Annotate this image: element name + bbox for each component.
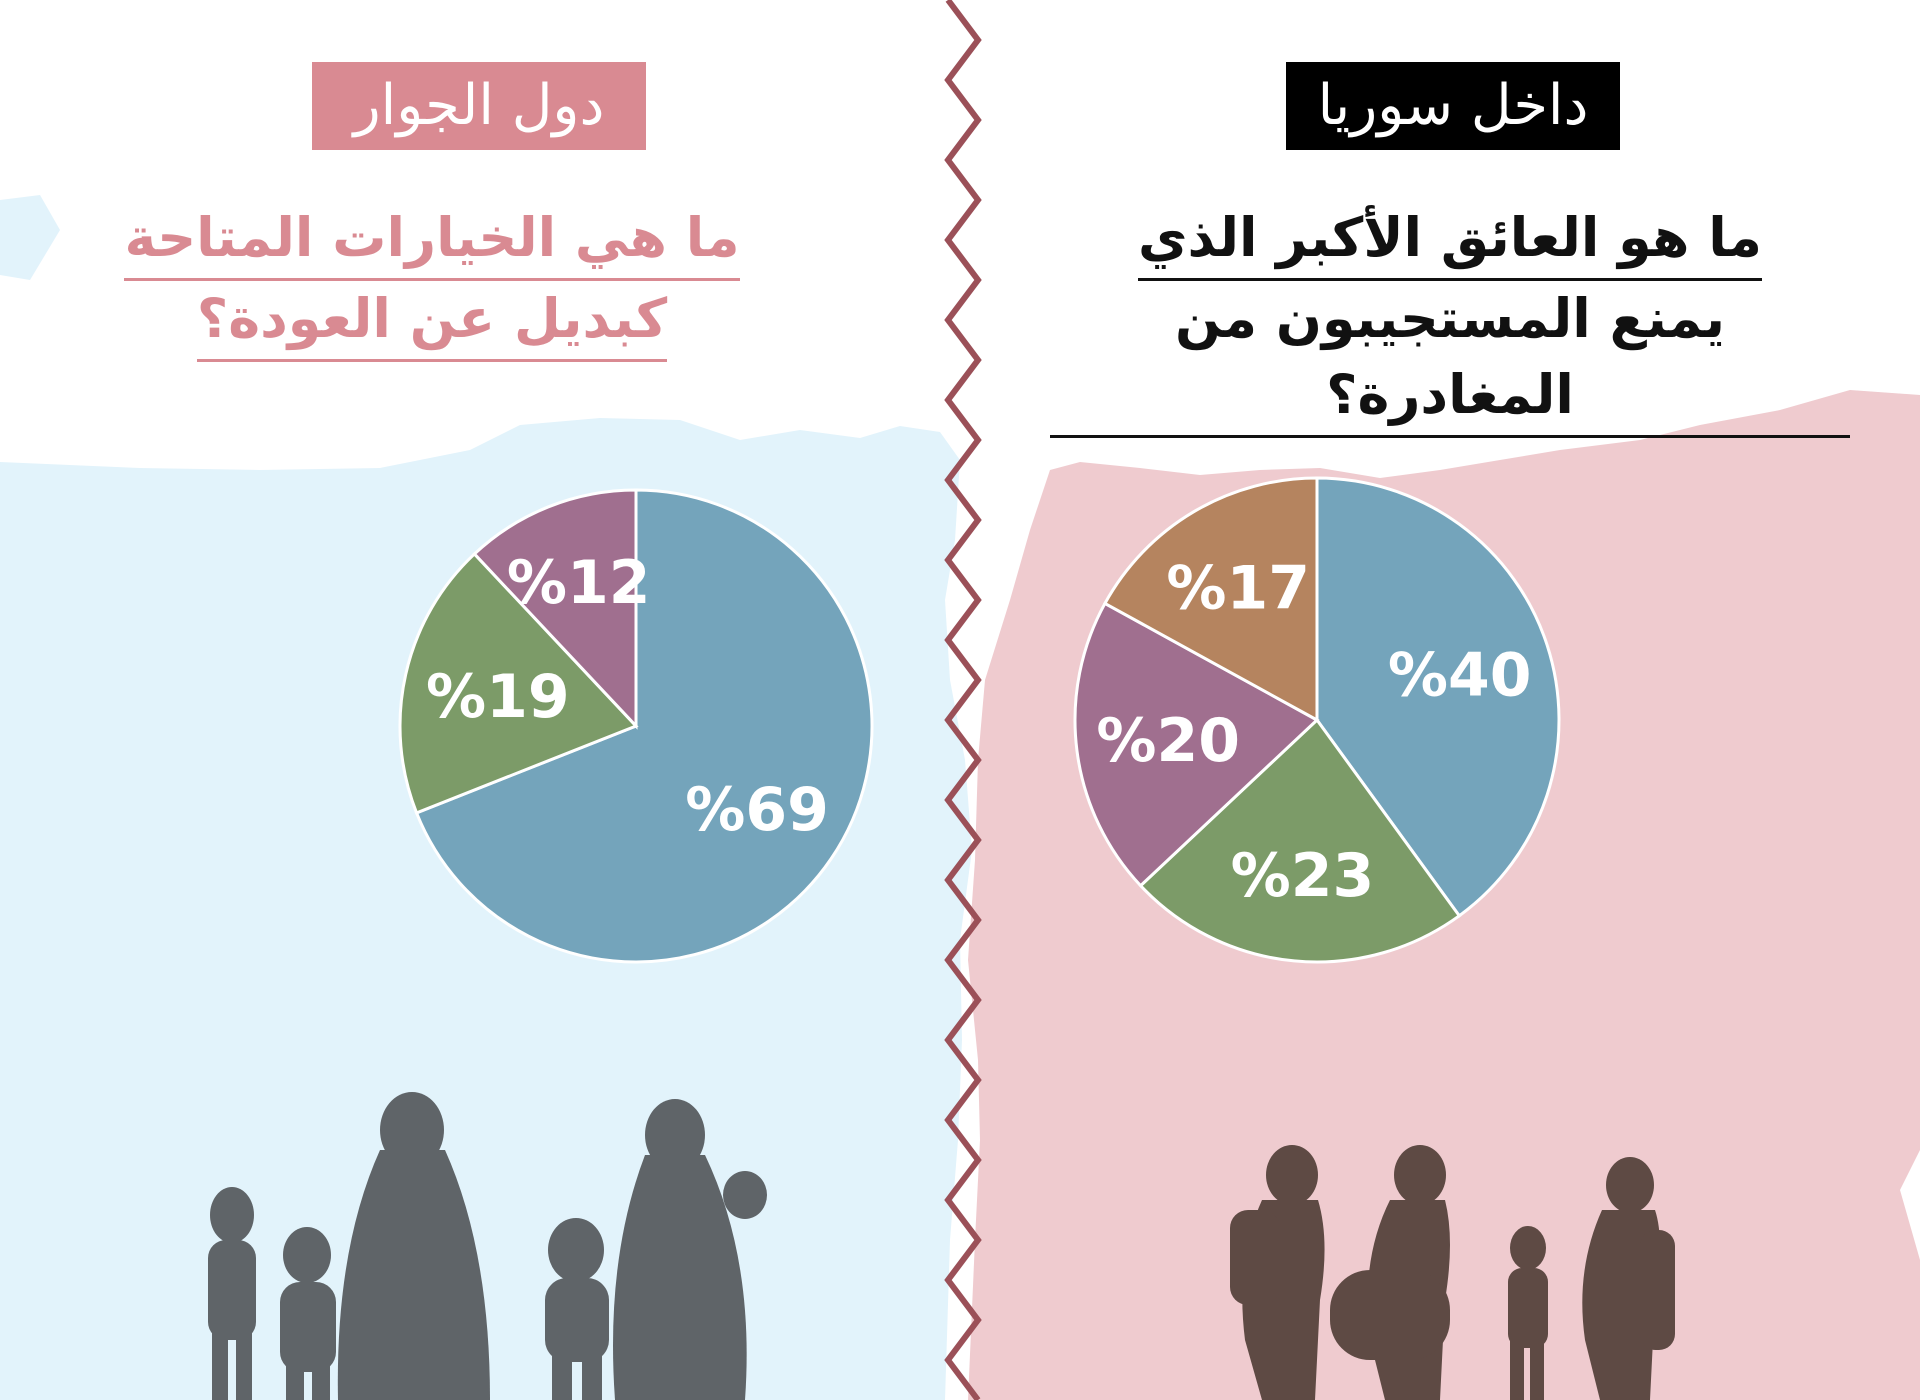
pie1-label-3: %12: [507, 548, 651, 618]
pie2-label-3: %20: [1096, 706, 1240, 776]
pie2-label-4: %17: [1166, 554, 1310, 624]
pie1-slice-3: [472, 488, 638, 730]
pie2-slice-2: [1138, 717, 1462, 964]
pie1-label-1: %69: [685, 775, 829, 845]
left-question-line1: ما هي الخيارات المتاحة: [124, 200, 740, 281]
zigzag-divider: [944, 0, 982, 1400]
pie2-label-1: %40: [1388, 641, 1532, 711]
pie1-slice-1: [414, 488, 874, 964]
pie2-slice-4: [1102, 476, 1319, 723]
right-question-line2: يمنع المستجيبون من المغادرة؟: [1050, 281, 1850, 438]
map-fragment: [0, 195, 60, 280]
right-question: ما هو العائق الأكبر الذي يمنع المستجيبون…: [1050, 200, 1850, 438]
pie2-slice-1: [1315, 476, 1561, 918]
pie2-label-2: %23: [1231, 841, 1375, 911]
pie2-slice-3: [1073, 601, 1320, 888]
left-question: ما هي الخيارات المتاحة كبديل عن العودة؟: [122, 200, 742, 362]
refugee-men-silhouette: [1230, 1145, 1675, 1400]
pie1-label-2: %19: [426, 662, 570, 732]
refugee-family-silhouette: [208, 1092, 767, 1400]
neighbor-countries-badge: دول الجوار: [312, 62, 646, 150]
left-question-line2: كبديل عن العودة؟: [196, 281, 668, 362]
pie1-slice-2: [398, 551, 639, 815]
inside-syria-badge: داخل سوريا: [1286, 62, 1620, 150]
right-question-line1: ما هو العائق الأكبر الذي: [1138, 200, 1762, 281]
